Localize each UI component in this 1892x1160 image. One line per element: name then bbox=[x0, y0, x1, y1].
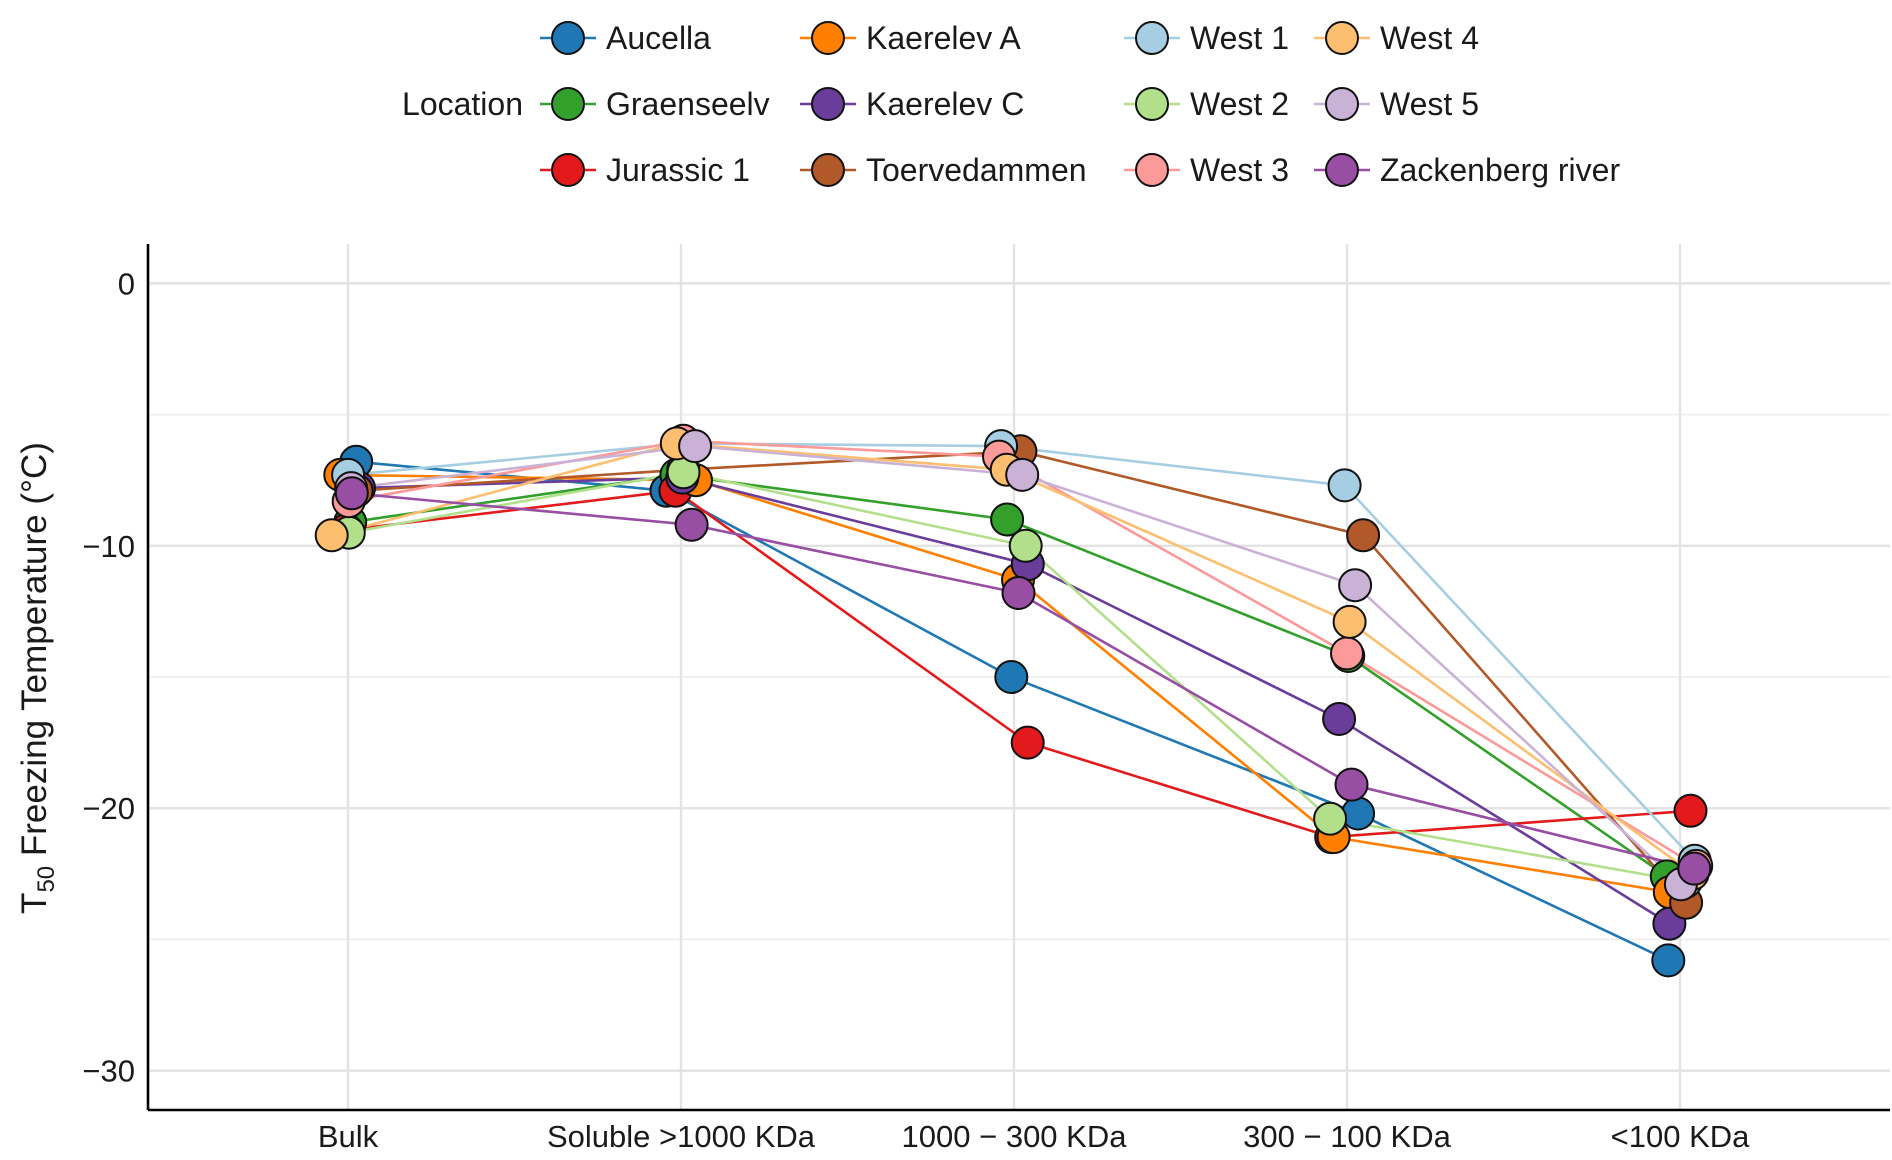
y-tick-label: −30 bbox=[82, 1054, 135, 1089]
data-point-west-5 bbox=[678, 429, 713, 464]
data-point-zackenberg-river bbox=[674, 507, 709, 542]
data-point-zackenberg-river bbox=[1677, 851, 1712, 886]
data-point-west-2 bbox=[1313, 801, 1348, 836]
legend-key-point bbox=[551, 87, 585, 121]
legend-label: West 4 bbox=[1380, 20, 1479, 56]
legend-item: West 3 bbox=[1124, 152, 1289, 188]
data-point-jurassic-1 bbox=[1010, 725, 1045, 760]
x-tick-label: <100 KDa bbox=[1611, 1119, 1751, 1154]
legend-key-point bbox=[551, 21, 585, 55]
data-point-west-3 bbox=[1330, 636, 1364, 671]
legend-label: Zackenberg river bbox=[1380, 152, 1620, 188]
data-point-zackenberg-river bbox=[1001, 576, 1036, 610]
legend-item: Zackenberg river bbox=[1314, 152, 1620, 188]
data-point-west-4 bbox=[314, 518, 349, 553]
legend-key-point bbox=[811, 153, 845, 187]
legend-item: West 1 bbox=[1124, 20, 1289, 56]
x-tick-label: 300 − 100 KDa bbox=[1243, 1119, 1451, 1154]
y-axis-label: T50 Freezing Temperature (°C) bbox=[15, 442, 60, 914]
y-tick-label: −20 bbox=[82, 791, 135, 826]
data-point-west-5 bbox=[1338, 568, 1373, 603]
legend-item: West 2 bbox=[1124, 86, 1289, 122]
legend-key-point bbox=[551, 153, 585, 187]
legend-item: Kaerelev C bbox=[800, 86, 1024, 122]
y-axis-label-main: T bbox=[15, 893, 54, 914]
legend-key-point bbox=[1135, 153, 1169, 187]
legend-key-point bbox=[1325, 87, 1359, 121]
legend-label: West 2 bbox=[1190, 86, 1289, 122]
legend-key-point bbox=[811, 87, 845, 121]
legend-label: Aucella bbox=[606, 20, 711, 56]
x-tick-label: Bulk bbox=[318, 1119, 379, 1154]
legend-label: Kaerelev C bbox=[866, 86, 1024, 122]
legend-label: West 1 bbox=[1190, 20, 1289, 56]
data-point-aucella bbox=[994, 660, 1029, 694]
data-point-toervedammen bbox=[1346, 518, 1381, 553]
y-tick-label: −10 bbox=[82, 529, 135, 564]
legend-label: West 5 bbox=[1380, 86, 1479, 122]
y-tick-label: 0 bbox=[118, 266, 135, 301]
legend-item: Aucella bbox=[540, 20, 711, 56]
legend-item: West 5 bbox=[1314, 86, 1479, 122]
legend: Location Aucella Graenseelv Jurassic 1 Kaer… bbox=[402, 20, 1620, 188]
legend-label: West 3 bbox=[1190, 152, 1289, 188]
x-tick-label: 1000 − 300 KDa bbox=[902, 1119, 1128, 1154]
data-point-west-5 bbox=[1005, 457, 1040, 492]
legend-label: Toervedammen bbox=[866, 152, 1087, 188]
data-point-aucella bbox=[1651, 943, 1686, 978]
legend-key-point bbox=[811, 21, 845, 55]
data-point-west-2 bbox=[1008, 528, 1043, 563]
legend-item: Graenseelv bbox=[540, 86, 770, 122]
data-point-jurassic-1 bbox=[1673, 793, 1708, 828]
legend-label: Kaerelev A bbox=[866, 20, 1021, 56]
data-point-graenseelv bbox=[990, 502, 1025, 537]
data-point-west-1 bbox=[1327, 468, 1362, 503]
legend-title: Location bbox=[402, 86, 523, 122]
data-point-aucella bbox=[1341, 796, 1376, 831]
axes: 0 −10 −20 −30 Bulk Soluble >1000 KDa 1000 − 30… bbox=[82, 244, 1890, 1154]
data-point-west-4 bbox=[1332, 604, 1367, 639]
legend-key-point bbox=[1135, 87, 1169, 121]
legend-item: West 4 bbox=[1314, 20, 1479, 56]
legend-item: Kaerelev A bbox=[800, 20, 1021, 56]
x-tick-label: Soluble >1000 KDa bbox=[547, 1119, 816, 1154]
data-point-zackenberg-river bbox=[1334, 767, 1369, 802]
data-point-zackenberg-river bbox=[334, 476, 369, 511]
legend-item: Toervedammen bbox=[800, 152, 1087, 188]
series-layer bbox=[314, 423, 1714, 978]
legend-key-point bbox=[1325, 153, 1359, 187]
legend-item: Jurassic 1 bbox=[540, 152, 750, 188]
legend-key-point bbox=[1135, 21, 1169, 55]
legend-label: Graenseelv bbox=[606, 86, 770, 122]
y-axis-label-rest: Freezing Temperature (°C) bbox=[15, 442, 54, 866]
legend-label: Jurassic 1 bbox=[606, 152, 750, 188]
data-point-kaerelev-c bbox=[1322, 702, 1357, 736]
legend-key-point bbox=[1325, 21, 1359, 55]
y-axis-label-subscript: 50 bbox=[33, 866, 60, 893]
